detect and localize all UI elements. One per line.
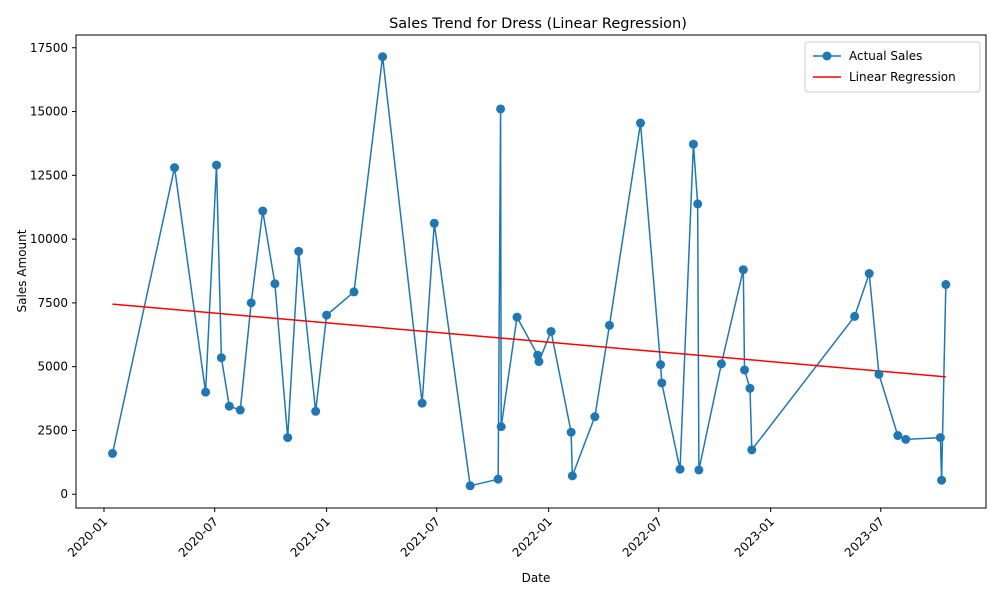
actual-sales-point (170, 163, 180, 173)
actual-sales-point (283, 433, 293, 443)
legend-actual-marker (822, 51, 832, 61)
actual-sales-point (216, 353, 226, 363)
actual-sales-point (675, 464, 685, 474)
actual-sales-point (294, 246, 304, 256)
actual-sales-point (378, 52, 388, 62)
actual-sales-point (270, 279, 280, 289)
actual-sales-point (657, 378, 667, 388)
actual-sales-point (688, 139, 698, 149)
actual-sales-point (534, 357, 544, 367)
x-axis-title: Date (522, 571, 551, 585)
actual-sales-point (465, 481, 475, 491)
actual-sales-point (512, 312, 522, 322)
actual-sales-point (693, 199, 703, 209)
y-tick-label: 0 (60, 487, 68, 501)
y-tick-label: 5000 (37, 360, 68, 374)
actual-sales-point (566, 427, 576, 437)
actual-sales-point (212, 160, 222, 170)
actual-sales-point (322, 310, 332, 320)
y-axis-ticks: 0 2500 5000 7500 10000 12500 15000 17500 (30, 41, 76, 501)
actual-sales-point (258, 206, 268, 216)
actual-sales-point (716, 359, 726, 369)
actual-sales-point (738, 265, 748, 275)
actual-sales-point (224, 401, 234, 411)
actual-sales-point (901, 434, 911, 444)
actual-sales-point (694, 465, 704, 475)
actual-sales-point (850, 311, 860, 321)
series-layer (108, 52, 951, 491)
legend-regression-label: Linear Regression (849, 70, 956, 84)
actual-sales-point (496, 104, 506, 114)
actual-sales-point (235, 405, 245, 415)
actual-sales-point (417, 398, 427, 408)
actual-sales-point (493, 474, 503, 484)
actual-sales-point (567, 471, 577, 481)
actual-sales-point (635, 118, 645, 128)
actual-sales-point (590, 412, 600, 422)
y-tick-label: 17500 (30, 41, 68, 55)
actual-sales-point (246, 298, 256, 308)
actual-sales-point (546, 326, 556, 336)
actual-sales-point (496, 422, 506, 432)
y-tick-label: 7500 (37, 296, 68, 310)
actual-sales-point (108, 448, 117, 458)
y-axis-title: Sales Amount (15, 229, 29, 312)
legend-box (804, 41, 981, 93)
actual-sales-point (311, 406, 321, 416)
actual-sales-point (941, 280, 951, 290)
y-tick-label: 15000 (30, 105, 68, 119)
actual-sales-point (874, 369, 884, 379)
legend-actual-label: Actual Sales (849, 49, 922, 63)
actual-sales-point (429, 218, 439, 228)
regression-line (112, 303, 946, 378)
actual-sales-point (745, 383, 755, 393)
chart-title: Sales Trend for Dress (Linear Regression… (389, 16, 687, 32)
actual-sales-point (656, 360, 666, 370)
actual-sales-point (604, 320, 614, 330)
actual-sales-point (201, 387, 211, 397)
plot-frame (75, 34, 987, 509)
actual-sales-line (111, 55, 947, 487)
actual-sales-point (937, 475, 947, 485)
actual-sales-point (349, 287, 359, 297)
actual-sales-point (864, 269, 874, 279)
actual-sales-point (747, 445, 757, 455)
y-tick-label: 10000 (30, 232, 68, 246)
y-tick-label: 12500 (30, 168, 68, 182)
actual-sales-point (935, 433, 945, 443)
actual-sales-point (893, 431, 903, 441)
y-tick-label: 2500 (37, 423, 68, 437)
actual-sales-point (740, 365, 750, 375)
legend: Actual Sales Linear Regression (804, 41, 981, 93)
